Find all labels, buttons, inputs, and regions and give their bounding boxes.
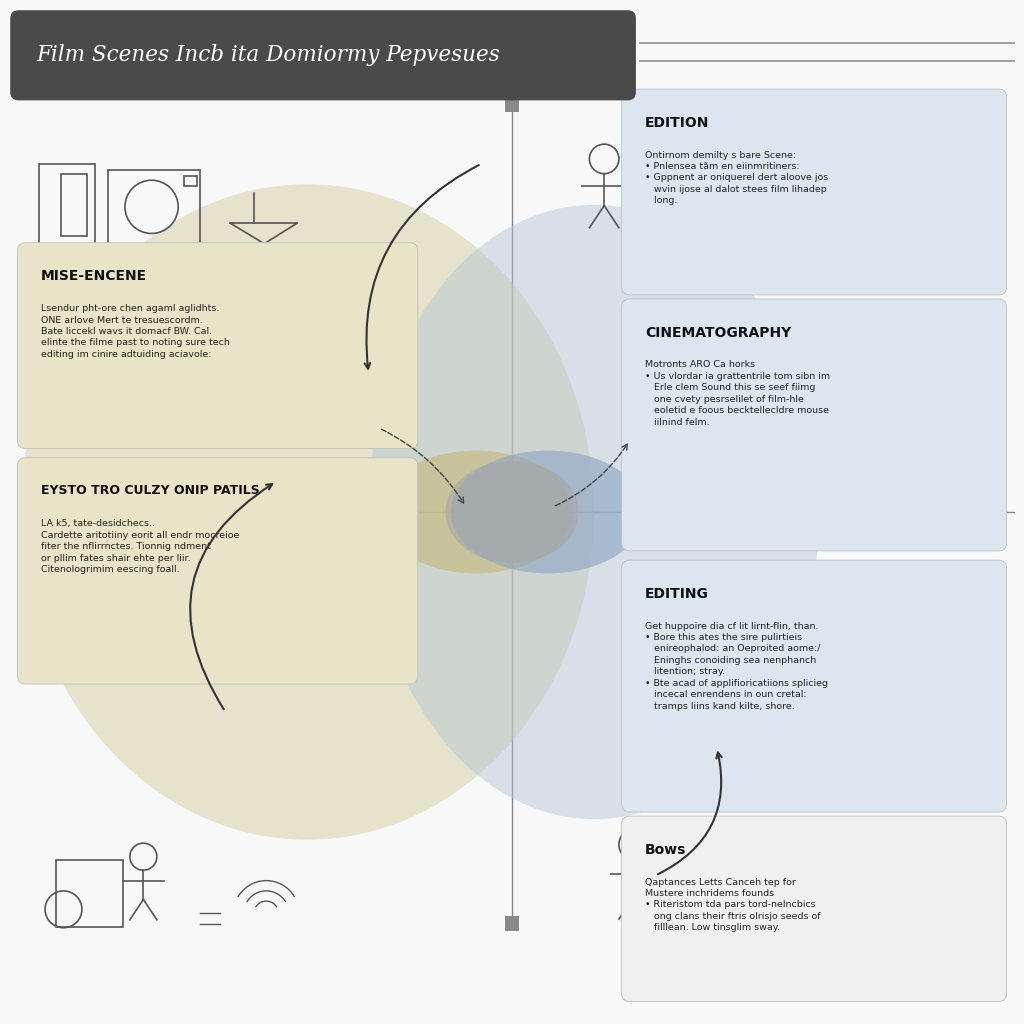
Text: Ontirnom demilty s bare Scene:
• Pnlensea tãm en eiinmritiners:
• Gppnent ar oni: Ontirnom demilty s bare Scene: • Pnlense… [645, 151, 828, 206]
Text: Lsendur pht-ore chen agaml aglidhts.
ONE arlove Mert te tresuescordm.
Bate licce: Lsendur pht-ore chen agaml aglidhts. ONE… [41, 304, 229, 359]
Text: LA k5, tate-desidchecs..
Cardette aritotiiny eorit all endr mocreioe
fiter the n: LA k5, tate-desidchecs.. Cardette aritot… [41, 519, 240, 574]
Bar [184, 176, 197, 186]
Text: Qaptances Letts Canceh tep for
Mustere inchridems founds
• Riteristom tda pars t: Qaptances Letts Canceh tep for Mustere i… [645, 878, 821, 933]
Ellipse shape [20, 184, 594, 840]
Bar [505, 916, 519, 931]
Ellipse shape [369, 205, 819, 819]
Text: CINEMATOGRAPHY: CINEMATOGRAPHY [645, 326, 792, 340]
Text: MISE-ENCENE: MISE-ENCENE [41, 269, 147, 284]
FancyBboxPatch shape [622, 816, 1007, 1001]
FancyBboxPatch shape [622, 560, 1007, 812]
Ellipse shape [445, 461, 579, 563]
Ellipse shape [379, 451, 573, 573]
Text: Get huppoire dia cf lit lirnt-flin, than.
• Bore this ates the sire pulirtiеis
 : Get huppoire dia cf lit lirnt-flin, than… [645, 622, 828, 711]
Text: EYSTO TRO CULZY ONIP PATILS: EYSTO TRO CULZY ONIP PATILS [41, 484, 260, 498]
FancyBboxPatch shape [17, 243, 418, 449]
FancyBboxPatch shape [17, 458, 418, 684]
Bar [625, 184, 676, 230]
Bar [61, 174, 87, 236]
Ellipse shape [451, 451, 645, 573]
Bar [108, 170, 200, 244]
Text: EDITING: EDITING [645, 587, 709, 601]
Text: Bows: Bows [645, 843, 686, 857]
Text: Motronts ARO Ca horks
• Us vlordar ia grattentrile tom sibn im
   Erle clem Soun: Motronts ARO Ca horks • Us vlordar ia gr… [645, 360, 830, 427]
Bar [56, 860, 123, 927]
Text: EDITION: EDITION [645, 116, 710, 130]
Bar [505, 97, 519, 112]
FancyBboxPatch shape [10, 10, 636, 100]
Bar [39, 164, 95, 246]
FancyBboxPatch shape [622, 89, 1007, 295]
Text: Film Scenes Incb ita Domiormy Pepvesues: Film Scenes Incb ita Domiormy Pepvesues [36, 44, 500, 67]
FancyBboxPatch shape [622, 299, 1007, 551]
Bar [666, 886, 727, 947]
